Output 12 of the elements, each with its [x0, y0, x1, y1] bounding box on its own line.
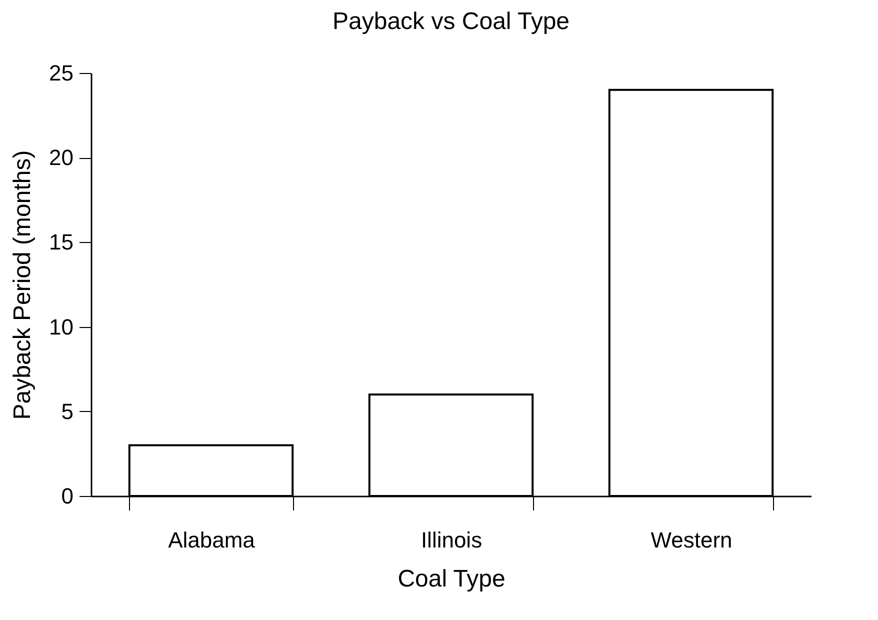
y-tick-label: 20: [49, 145, 74, 170]
y-tick-label: 15: [49, 230, 74, 255]
y-tick-label: 10: [49, 314, 74, 340]
x-tick-label: Illinois: [420, 528, 482, 552]
y-tick-label: 25: [49, 60, 74, 86]
y-tick-label: 5: [61, 398, 74, 424]
chart-title: Payback vs Coal Type: [332, 8, 570, 35]
y-tick-label: 0: [61, 484, 74, 508]
x-tick-label: Alabama: [168, 528, 256, 552]
y-axis-title: Payback Period (months): [9, 150, 36, 420]
x-axis-title: Coal Type: [398, 566, 506, 592]
x-tick-label: Western: [650, 528, 732, 552]
